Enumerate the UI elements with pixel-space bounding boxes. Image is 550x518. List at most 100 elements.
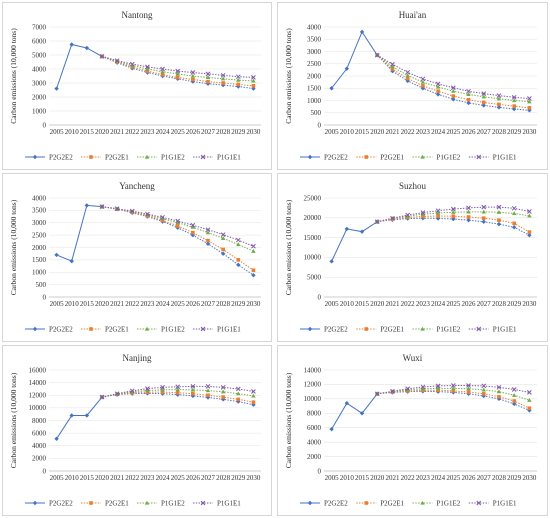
legend-item-p1g1e2: P1G1E2: [137, 154, 185, 162]
x-tick-label: 2010: [65, 474, 80, 482]
data-point-p1g1e1: [175, 218, 181, 224]
data-point-p1g1e1: [466, 88, 471, 94]
data-point-p1g1e2: [451, 386, 456, 390]
legend-label: P1G1E2: [437, 500, 461, 508]
data-point-p2g2e1: [527, 106, 532, 110]
legend-label: P2G2E1: [380, 326, 404, 334]
data-point-history: [54, 436, 59, 442]
data-point-history: [69, 413, 74, 418]
legend-item-p1g1e2: P1G1E2: [412, 326, 461, 334]
legend-item-p2g2e1: P2G2E1: [81, 154, 129, 162]
x-tick-label: 2023: [416, 300, 431, 308]
x-tick-label: 2020: [95, 474, 110, 482]
legend-marker: [420, 154, 425, 159]
data-point-p1g1e1: [496, 93, 502, 98]
data-point-p2g2e1: [206, 79, 210, 84]
data-point-p2g2e1: [436, 89, 440, 93]
legend-marker: [89, 501, 93, 505]
data-point-p2g2e1: [175, 224, 180, 228]
data-point-p1g1e1: [145, 211, 150, 217]
data-point-p1g1e2: [251, 393, 256, 398]
legend-label: P2G2E2: [49, 500, 73, 508]
x-tick-label: 2024: [431, 300, 446, 308]
x-tick-label: 2010: [65, 128, 80, 136]
data-point-p1g1e1: [527, 209, 532, 214]
data-point-p1g1e2: [496, 209, 502, 214]
legend-marker: [364, 327, 369, 331]
chart-svg-yancheng: Yancheng Carbon emissions (10,000 tons) 0 5…: [9, 181, 261, 334]
data-point-p2g2e2: [466, 100, 471, 106]
data-point-p2g2e2: [190, 393, 196, 399]
x-tick-label: 2021: [385, 300, 400, 308]
y-tick-label: 25000: [304, 194, 322, 202]
data-point-p1g1e2: [160, 69, 165, 74]
y-axis-label: Carbon emissions (10,000 tons): [9, 28, 18, 124]
chart-panel-suzhou: Suzhou Carbon emissions (10,000 tons) 0 500…: [277, 173, 548, 342]
data-point-p1g1e1: [251, 243, 256, 249]
y-tick-label: 1000: [32, 269, 47, 277]
data-point-p1g1e1: [420, 210, 426, 216]
data-point-p2g2e1: [481, 392, 486, 396]
data-point-p1g1e2: [160, 387, 165, 392]
data-point-p2g2e1: [451, 214, 456, 219]
legend-marker: [89, 327, 93, 331]
x-tick-label: 2015: [80, 474, 95, 482]
data-point-p1g1e2: [205, 230, 211, 235]
x-tick-label: 2015: [80, 128, 95, 136]
x-tick-label: 2022: [125, 300, 140, 308]
legend-marker: [144, 326, 150, 331]
data-point-p2g2e1: [191, 77, 195, 82]
data-point-p1g1e2: [251, 248, 256, 253]
x-tick-label: 2005: [325, 474, 340, 482]
legend-label: P1G1E1: [493, 500, 517, 508]
y-tick-label: 12000: [304, 381, 322, 389]
data-point-p1g1e1: [527, 96, 532, 101]
series-line-history: [56, 396, 103, 440]
data-point-history: [344, 226, 350, 232]
chart-panel-nantong: Nantong Carbon emissions (10,000 tons) 0 10…: [2, 2, 272, 170]
x-tick-label: 2005: [50, 300, 65, 308]
data-point-p1g1e1: [405, 386, 411, 392]
x-tick-label: 2021: [110, 128, 125, 136]
legend-label: P1G1E2: [161, 154, 185, 162]
data-point-p2g2e2: [511, 106, 517, 112]
y-tick-label: 2000: [32, 93, 47, 101]
data-point-p1g1e1: [374, 52, 380, 58]
data-point-p1g1e1: [205, 71, 211, 77]
data-point-p2g2e1: [512, 104, 516, 108]
data-point-p2g2e2: [190, 79, 196, 84]
data-point-p1g1e2: [511, 392, 517, 397]
legend-label: P2G2E2: [49, 326, 73, 334]
legend-marker: [476, 326, 482, 332]
data-point-p1g1e2: [466, 386, 471, 391]
x-tick-label: 2025: [171, 300, 186, 308]
x-tick-label: 2023: [140, 300, 155, 308]
x-tick-label: 2024: [156, 128, 171, 136]
data-point-p1g1e1: [511, 387, 517, 392]
x-tick-label: 2010: [65, 300, 80, 308]
chart-title: Suzhou: [399, 181, 427, 191]
chart-title: Huai'an: [399, 10, 427, 20]
y-tick-label: 6000: [32, 37, 47, 45]
data-point-p2g2e2: [205, 395, 211, 400]
data-point-p2g2e1: [466, 390, 471, 394]
data-point-p2g2e2: [205, 81, 211, 86]
data-point-p2g2e1: [390, 67, 395, 71]
x-tick-label: 2024: [156, 474, 171, 482]
chart-panel-yancheng: Yancheng Carbon emissions (10,000 tons) 0 5…: [2, 173, 272, 342]
legend-marker: [32, 326, 38, 332]
data-point-p1g1e2: [511, 98, 517, 103]
data-point-p1g1e1: [435, 81, 441, 87]
x-tick-label: 2022: [401, 300, 416, 308]
y-tick-label: 3000: [307, 48, 322, 56]
x-tick-label: 2026: [186, 300, 201, 308]
y-tick-label: 4000: [32, 194, 47, 202]
y-tick-label: 16000: [29, 366, 47, 374]
y-tick-label: 2000: [32, 244, 47, 252]
data-point-p1g1e1: [129, 208, 135, 214]
legend-marker: [200, 154, 206, 160]
data-point-p1g1e1: [496, 204, 502, 210]
data-point-p2g2e1: [236, 258, 241, 262]
data-point-p1g1e2: [405, 213, 410, 218]
data-point-p1g1e1: [175, 68, 181, 74]
